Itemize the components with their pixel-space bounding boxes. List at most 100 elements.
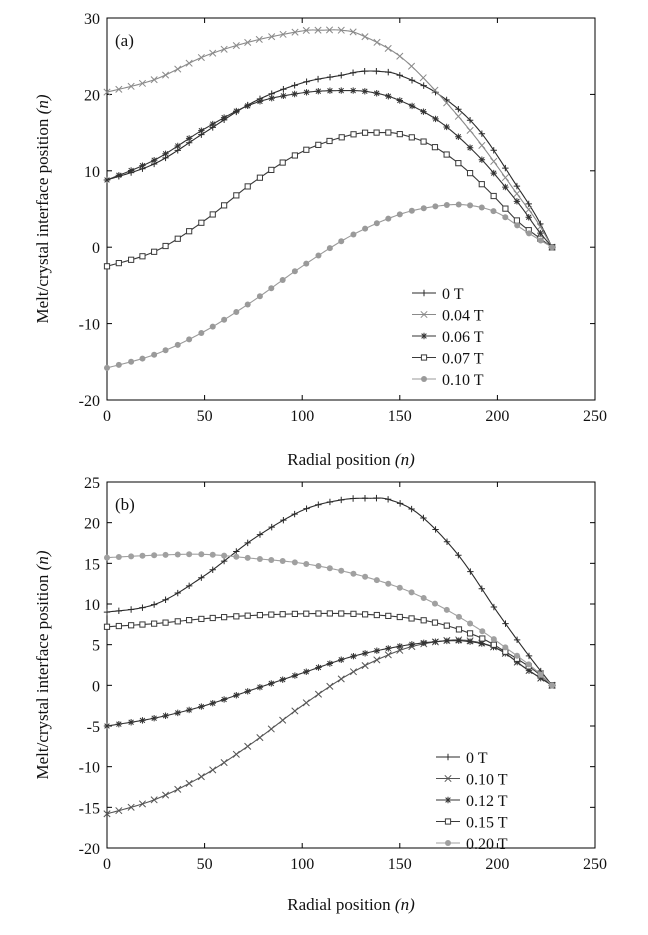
data-point — [361, 650, 369, 657]
data-point — [396, 52, 404, 60]
data-point — [525, 667, 533, 674]
data-point — [209, 699, 216, 707]
data-point — [444, 796, 452, 804]
data-point — [232, 750, 240, 758]
data-point — [279, 276, 286, 283]
data-point — [267, 725, 275, 733]
data-point — [338, 496, 345, 504]
legend-label: 0.20 T — [466, 836, 508, 853]
data-point — [478, 204, 485, 211]
data-point — [279, 159, 286, 166]
data-point — [326, 682, 334, 690]
series-line — [106, 203, 553, 369]
data-point — [513, 636, 521, 644]
data-point — [268, 33, 276, 41]
data-point — [443, 151, 450, 158]
data-point — [303, 668, 310, 675]
data-point — [466, 630, 474, 637]
data-point — [268, 285, 275, 292]
x-tick-label: 200 — [485, 856, 509, 873]
data-point — [408, 615, 415, 622]
axis-ticks: 0 50 100 150 200 250 -20 -15 -10 -5 0 5 10 15 20 25 — [79, 475, 607, 873]
y-tick-label: -20 — [79, 393, 100, 410]
data-point — [384, 44, 392, 52]
data-point — [197, 53, 205, 62]
data-point — [478, 156, 486, 163]
data-point — [115, 172, 123, 179]
data-point — [185, 582, 193, 590]
data-point — [303, 146, 310, 153]
data-point — [162, 551, 169, 558]
data-point — [350, 653, 357, 660]
data-point — [279, 611, 286, 618]
y-tick-label: -10 — [79, 317, 100, 334]
data-point — [127, 82, 135, 90]
data-point — [466, 170, 474, 177]
data-point — [232, 42, 240, 50]
data-point — [162, 596, 169, 603]
data-point — [373, 494, 380, 502]
data-point — [432, 526, 439, 533]
y-tick-label: 10 — [84, 597, 100, 614]
data-point — [537, 229, 544, 237]
series-line — [106, 89, 553, 248]
data-point — [103, 608, 111, 616]
data-point — [115, 622, 122, 630]
series-markers — [103, 87, 556, 251]
data-point — [174, 589, 181, 597]
series-0-12-T — [103, 637, 556, 730]
data-point — [302, 699, 310, 707]
x-tick-label: 50 — [197, 856, 213, 873]
data-point — [162, 619, 169, 626]
plot-frame — [106, 481, 596, 849]
data-point — [115, 553, 122, 560]
data-point — [209, 566, 216, 574]
axis-ticks: 0 50 100 150 200 250 -20 -10 0 10 20 30 — [79, 11, 607, 425]
data-point — [221, 316, 228, 323]
data-point — [349, 87, 357, 94]
data-point — [385, 645, 392, 652]
data-point — [185, 135, 193, 142]
data-point — [326, 610, 333, 617]
data-point — [209, 323, 216, 330]
data-point — [373, 90, 380, 97]
chart-panel-a: (a) 0 50 100 150 200 250 -20 -10 0 10 20 30 0 T 0.04… — [33, 11, 607, 469]
data-point — [420, 594, 427, 601]
data-point — [198, 574, 205, 581]
y-tick-label: 25 — [84, 475, 100, 492]
data-point — [128, 553, 135, 560]
data-point — [444, 753, 452, 761]
data-point — [103, 263, 111, 270]
y-tick-label: 5 — [92, 638, 100, 655]
data-point — [337, 675, 345, 683]
data-point — [361, 495, 369, 502]
data-point — [490, 603, 498, 611]
data-point — [174, 65, 182, 73]
series-0-T — [103, 67, 556, 251]
data-point — [256, 611, 264, 619]
data-point — [513, 217, 521, 224]
data-point — [362, 611, 369, 618]
data-point — [361, 129, 369, 136]
y-tick-label: 0 — [92, 240, 100, 257]
data-point — [549, 244, 556, 251]
data-point — [150, 715, 158, 722]
data-point — [445, 840, 451, 846]
data-point — [443, 622, 450, 629]
data-point — [407, 62, 416, 70]
data-point — [244, 38, 252, 46]
data-point — [315, 664, 322, 671]
data-point — [220, 696, 228, 703]
panel-label: (a) — [115, 31, 134, 50]
series-0-06-T — [103, 87, 556, 251]
data-point — [385, 580, 392, 587]
data-point — [537, 237, 544, 244]
data-point — [385, 129, 392, 136]
data-point — [244, 688, 251, 695]
data-point — [291, 559, 298, 566]
data-point — [291, 152, 298, 159]
data-point — [291, 28, 299, 36]
data-point — [127, 167, 135, 174]
data-point — [256, 684, 264, 691]
